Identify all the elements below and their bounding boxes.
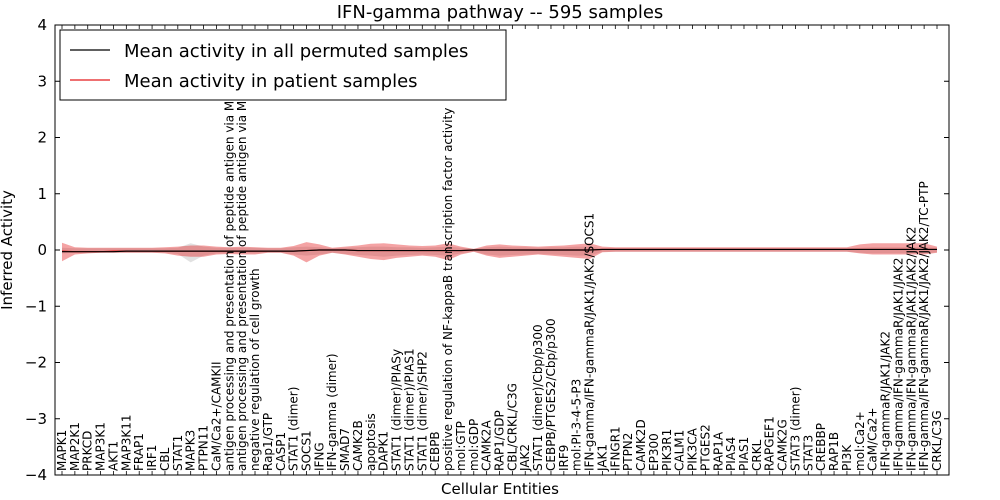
category-label: IRF9 [557,445,571,471]
category-label: CALM1 [673,430,687,471]
permuted-band [62,243,937,263]
category-label: apoptosis [364,413,378,471]
category-label: CAMK2G [776,419,790,471]
category-label: CaM/Ca2+/CAMKII [209,362,223,471]
confidence-bands [62,242,937,263]
y-tick-label: 2 [37,129,47,147]
category-label: IFN-gamma/IFN-gammaR/JAK1/JAK2/SOCS1 [583,213,597,471]
category-label: STAT1 (dimer)/PIAS1 [402,348,416,471]
category-label: IFN-gamma (dimer) [325,353,339,471]
category-label: SMAD7 [338,428,352,471]
category-label: PIK3CA [686,427,700,471]
legend-label-permuted: Mean activity in all permuted samples [124,41,468,62]
category-label: STAT1 [171,435,185,471]
legend: Mean activity in all permuted samples Me… [59,29,507,101]
category-label: AKT1 [106,441,120,471]
category-label: STAT3 (dimer) [788,387,802,471]
category-label: RAP1A [711,431,725,471]
category-label: MAPK3 [184,430,198,471]
category-label: PTGES2 [698,424,712,471]
series-lines [61,248,937,253]
category-label: DAPK1 [377,431,391,471]
category-label: CAMK2D [634,419,648,471]
series-line-permuted [62,248,937,253]
category-label: antigen processing and presentation of p… [222,42,236,471]
category-label: positive regulation of NF-kappaB transcr… [441,108,455,471]
category-label: STAT3 [801,435,815,471]
category-label: PI3K [840,444,854,471]
y-axis-title: Inferred Activity [0,190,16,310]
category-label: mol:Ca2+ [853,411,867,471]
legend-label-patient: Mean activity in patient samples [124,71,418,92]
category-label: IFN-gamma/IFN-gammaR/JAK1/JAK2/JAK2/TC-P… [917,181,931,471]
category-label: STAT1 (dimer)/Cbp/p300 [531,324,545,471]
category-label: PIAS1 [737,437,751,471]
category-label: MAP3K11 [119,414,133,471]
axis-ticks: −4 −3 −2 −1 0 1 2 3 4 [25,16,949,484]
category-label: CASP1 [274,432,288,471]
category-label: mol:PI-3-4-5-P3 [570,379,584,471]
category-label: IFN-gammaR/JAK1/JAK2 [879,331,893,471]
category-label: FRAP1 [132,433,146,471]
y-tick-label: 1 [37,185,47,203]
category-label: PIK3R1 [660,429,674,471]
category-label: CaM/Ca2+ [866,407,880,471]
category-label: JAK2 [518,444,532,472]
chart-title: IFN-gamma pathway -- 595 samples [337,2,664,23]
y-tick-label: −2 [25,354,47,372]
category-label: PIAS4 [724,437,738,471]
category-label: RAP1B [827,432,841,471]
category-label: Rap1/GTP [261,413,275,471]
y-tick-label: −1 [25,297,47,315]
category-label: PTPN11 [197,425,211,471]
category-label: IFNG [312,442,326,471]
y-tick-label: −4 [25,466,47,484]
category-label: CAMK2B [351,420,365,471]
category-label: antigen processing and presentation of p… [235,39,249,471]
category-label: MAP2K1 [68,422,82,471]
category-label: CBL [158,447,172,471]
category-label: EP300 [647,433,661,471]
plot-frame [54,24,950,476]
category-label: CEBPB/PTGES2/Cbp/p300 [544,318,558,471]
category-label: IFNGR1 [608,426,622,471]
category-label: STAT1 (dimer)/SHP2 [415,351,429,471]
category-labels: MAPK1MAP2K1PRKCDMAP3K1AKT1MAP3K11FRAP1IR… [55,39,944,472]
x-axis-title: Cellular Entities [441,480,559,498]
category-label: IRF1 [145,445,159,471]
legend-box [59,29,507,101]
category-label: MAPK1 [55,430,69,471]
category-label: SOCS1 [299,430,313,471]
y-tick-label: 0 [37,241,47,259]
category-label: mol:GTP [454,421,468,471]
category-label: PTPN2 [621,433,635,471]
category-label: JAK1 [595,444,609,472]
category-label: negative regulation of cell growth [248,268,262,471]
category-label: CREBBP [814,423,828,471]
category-label: CBL/CRKL/C3G [505,383,519,471]
patient-band [62,242,937,263]
y-tick-label: 4 [37,16,47,34]
y-tick-label: −3 [25,410,47,428]
category-label: CAMK2A [480,420,494,471]
y-tick-label: 3 [37,72,47,90]
category-label: RAP1/GDP [493,410,507,471]
category-label: CRKL/C3G [930,410,944,471]
category-label: IFN-gamma/IFN-gammaR/JAK1/JAK2/JAK2 [904,226,918,471]
category-label: IFN-gamma/IFN-gammaR/JAK1/JAK2 [891,258,905,471]
category-label: CRKL [750,439,764,471]
category-label: CEBPB [428,431,442,471]
category-label: STAT1 (dimer)/PIASy [390,349,404,471]
category-label: STAT1 (dimer) [287,387,301,471]
category-label: PRKCD [81,431,95,471]
category-label: MAP3K1 [94,422,108,471]
category-label: mol:GDP [467,419,481,471]
category-label: RAPGEF1 [763,416,777,471]
